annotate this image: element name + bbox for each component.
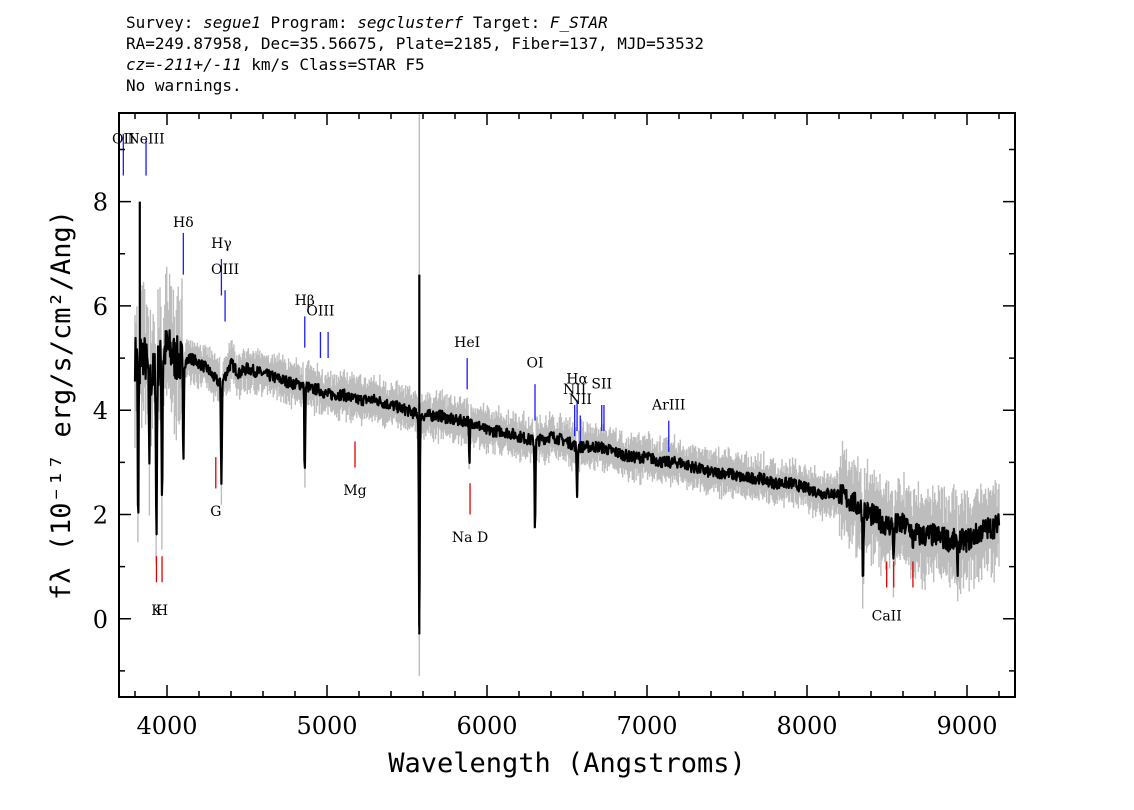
x-tick-label: 8000	[776, 712, 837, 740]
emission-line-label: HeI	[454, 335, 480, 351]
y-axis-title: fλ (10⁻¹⁷ erg/s/cm²/Ang)	[46, 210, 77, 600]
flux-line	[133, 201, 1001, 635]
y-tick-label: 2	[93, 502, 108, 530]
emission-line-label: SII	[591, 377, 612, 393]
plot-frame	[118, 112, 1016, 698]
x-tick-label: 7000	[616, 712, 677, 740]
y-tick-label: 8	[93, 189, 108, 217]
header-line-4: No warnings.	[126, 76, 242, 95]
x-axis-title: Wavelength (Angstroms)	[388, 748, 746, 779]
program-value: segclusterf	[357, 13, 464, 32]
x-tick-label: 4000	[136, 712, 197, 740]
y-tick-label: 0	[93, 606, 108, 634]
flux-series	[133, 201, 1001, 635]
emission-line-label: OII	[112, 132, 135, 148]
absorption-line-label: K	[151, 603, 162, 619]
emission-line-label: Hα	[566, 371, 588, 387]
target-label: Target:	[472, 13, 541, 32]
emission-line-label: NeIII	[127, 132, 164, 148]
header-line-2: RA=249.87958, Dec=35.56675, Plate=2185, …	[126, 34, 704, 53]
y-tick-label: 4	[93, 397, 108, 425]
survey-label: Survey:	[126, 13, 194, 32]
axes	[118, 112, 1016, 698]
emission-line-label: Hγ	[211, 236, 232, 252]
absorption-line-label: G	[210, 504, 221, 520]
class-text: km/s Class=STAR F5	[241, 55, 425, 74]
x-tick-label: 9000	[936, 712, 997, 740]
survey-value: segue1	[203, 13, 261, 32]
emission-line-label: NII	[563, 382, 586, 398]
target-value: F_STAR	[549, 13, 608, 32]
emission-line-label: ArIII	[651, 397, 685, 413]
emission-line-label: Hδ	[173, 215, 194, 231]
absorption-line-label: Mg	[343, 483, 366, 499]
absorption-line-label: H	[156, 603, 168, 619]
cz-value: -211+/-11	[154, 55, 242, 74]
x-tick-label: 5000	[296, 712, 357, 740]
header-line-1: Survey: segue1 Program: segclusterf Targ…	[126, 12, 704, 33]
cz-label: cz=	[126, 55, 155, 74]
emission-line-label: Hβ	[295, 293, 315, 309]
header-line-3: cz=-211+/-11 km/s Class=STAR F5	[126, 54, 704, 75]
y-tick-label: 6	[93, 293, 108, 321]
absorption-line-label: Na D	[452, 530, 488, 546]
tick-marks	[119, 113, 1015, 697]
line-markers: OIINeIIIHδHγOIIIHβOIIIHeIOINIIHαNIISIIAr…	[112, 132, 914, 624]
emission-line-label: OI	[526, 356, 543, 372]
emission-line-label: OIII	[306, 304, 334, 320]
emission-line-label: OIII	[211, 262, 239, 278]
program-label: Program:	[270, 13, 348, 32]
x-tick-label: 6000	[456, 712, 517, 740]
emission-line-label: NII	[569, 392, 592, 408]
ticks: 4000 5000 6000 7000 8000 9000 0 2 4 6 8	[93, 113, 1015, 740]
plot-header: Survey: segue1 Program: segclusterf Targ…	[126, 12, 704, 96]
absorption-line-label: CaII	[872, 608, 902, 624]
